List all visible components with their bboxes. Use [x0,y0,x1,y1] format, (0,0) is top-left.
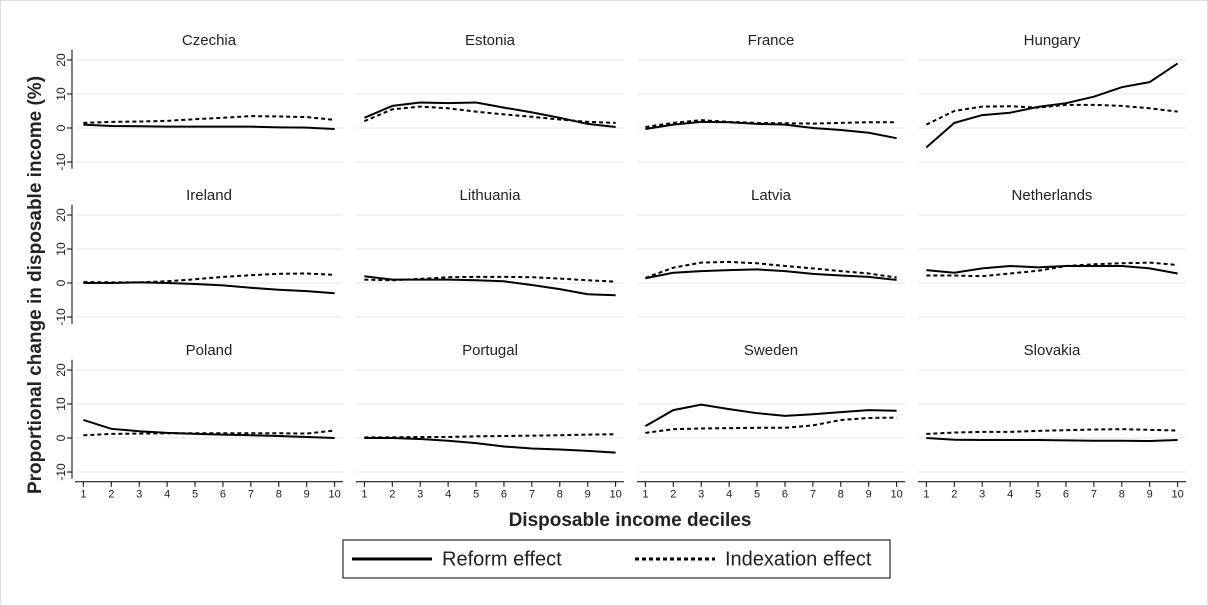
x-tick-label: 2 [108,489,114,501]
line [83,281,335,295]
x-tick-label: 9 [304,489,310,501]
x-tick-label: 2 [389,489,395,501]
x-tick-label: 9 [866,489,872,501]
line [364,437,616,454]
y-tick-label: 20 [54,53,68,67]
x-tick-label: 7 [529,489,535,501]
x-tick-label: 3 [417,489,423,501]
y-tick-label: 0 [54,124,68,131]
x-tick-label: 8 [557,489,563,501]
x-tick-label: 8 [1119,489,1125,501]
panel-title: Ireland [186,187,232,204]
line [926,264,1178,275]
panel-title: Slovakia [1024,342,1081,359]
x-tick-label: 6 [220,489,226,501]
x-tick-label: 6 [501,489,507,501]
y-tick-label: 0 [54,279,68,286]
x-tick-label: 10 [610,489,622,501]
x-tick-label: 8 [838,489,844,501]
y-tick-label: -10 [54,308,68,326]
x-tick-label: 10 [329,489,341,501]
y-tick-label: -10 [54,153,68,171]
legend-label: Indexation effect [725,548,872,570]
line [645,119,897,128]
x-tick-label: 10 [1172,489,1184,501]
line [363,105,616,124]
x-tick-label: 6 [1063,489,1069,501]
line [925,62,1179,149]
x-tick-label: 7 [248,489,254,501]
panel-title: Portugal [462,342,518,359]
panel-title: Estonia [465,32,516,49]
line [645,260,897,279]
line [645,416,897,434]
line [925,103,1178,126]
x-tick-label: 3 [698,489,704,501]
legend-box [342,539,891,579]
line [83,123,335,131]
legend-label: Reform effect [442,548,562,570]
x-tick-label: 5 [192,489,198,501]
panel-title: Netherlands [1012,187,1093,204]
x-tick-label: 5 [473,489,479,501]
x-tick-label: 8 [276,489,282,501]
panel-title: Czechia [182,32,237,49]
y-tick-label: 0 [54,434,68,441]
y-tick-label: 20 [54,363,68,377]
panel-title: Latvia [751,187,792,204]
x-tick-label: 4 [726,489,732,501]
x-tick-label: 1 [923,489,929,501]
x-tick-label: 5 [754,489,760,501]
x-tick-label: 4 [445,489,451,501]
y-tick-label: 10 [54,242,68,256]
x-tick-label: 6 [782,489,788,501]
panel-title: Poland [186,342,233,359]
line [645,120,897,140]
line [644,403,897,427]
y-tick-label: 10 [54,397,68,411]
x-tick-label: 1 [642,489,648,501]
x-tick-label: 1 [80,489,86,501]
x-tick-label: 10 [891,489,903,501]
panel-title: Sweden [744,342,798,359]
x-tick-label: 7 [1091,489,1097,501]
panel-title: Lithuania [460,187,522,204]
x-tick-label: 2 [670,489,676,501]
line [83,419,335,439]
panel-title: Hungary [1024,32,1081,49]
line [645,268,897,281]
x-tick-label: 3 [136,489,142,501]
x-tick-label: 4 [164,489,170,501]
x-tick-label: 1 [361,489,367,501]
line [926,437,1178,443]
y-axis-title: Proportional change in disposable income… [25,76,46,494]
x-tick-label: 2 [951,489,957,501]
x-tick-label: 4 [1007,489,1013,501]
y-tick-label: 10 [54,87,68,101]
y-tick-label: 20 [54,208,68,222]
x-tick-label: 9 [585,489,591,501]
x-tick-label: 5 [1035,489,1041,501]
line [926,261,1178,278]
x-tick-label: 7 [810,489,816,501]
y-tick-label: -10 [54,463,68,481]
panel-title: France [748,32,795,49]
x-tick-label: 9 [1147,489,1153,501]
x-tick-label: 3 [979,489,985,501]
x-axis-title: Disposable income deciles [509,510,752,531]
line [364,275,616,297]
